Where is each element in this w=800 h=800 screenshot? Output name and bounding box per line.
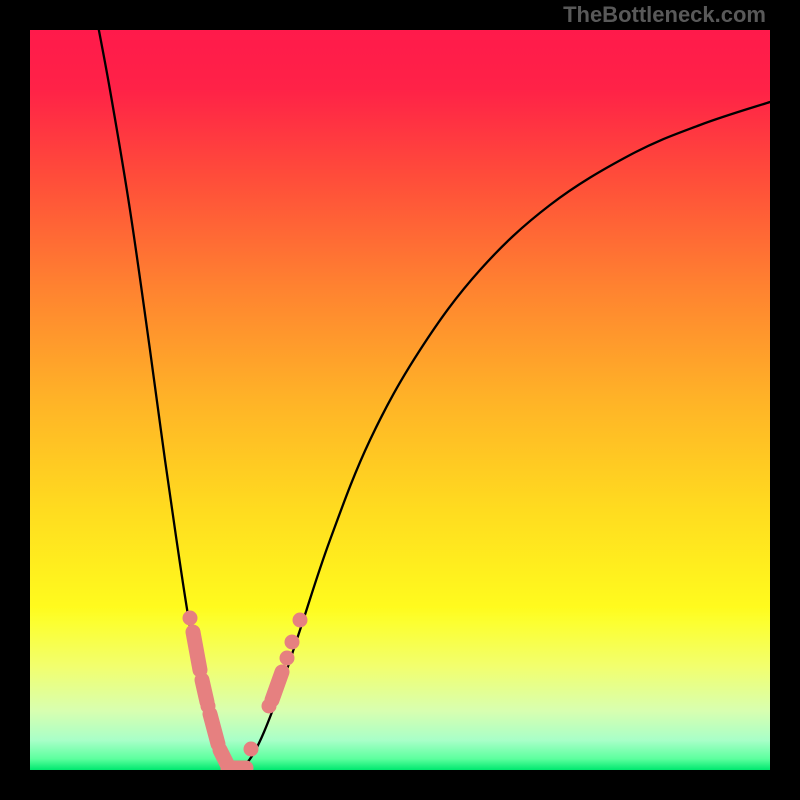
data-marker-circle [285, 635, 300, 650]
data-marker-circle [244, 742, 259, 757]
frame-bottom [0, 770, 800, 800]
data-marker-pill [210, 714, 218, 744]
data-marker-pill [202, 680, 207, 702]
frame-right [770, 0, 800, 800]
watermark-text: TheBottleneck.com [563, 2, 766, 28]
plot-area [30, 30, 770, 770]
frame-left [0, 0, 30, 800]
data-marker-circle [262, 699, 277, 714]
data-marker-circle [293, 613, 308, 628]
curve-layer [30, 30, 770, 770]
data-marker-circle [280, 651, 295, 666]
data-marker-pill [193, 632, 200, 670]
data-marker-circle [201, 699, 216, 714]
data-marker-circle [183, 611, 198, 626]
data-marker-pill [272, 672, 282, 700]
